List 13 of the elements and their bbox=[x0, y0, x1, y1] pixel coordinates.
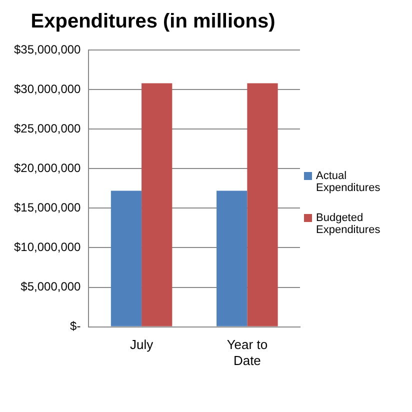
chart-title: Expenditures (in millions) bbox=[30, 10, 276, 33]
y-tick-label: $5,000,000 bbox=[20, 280, 82, 294]
y-tick-label: $15,000,000 bbox=[14, 200, 82, 214]
y-tick-label: $35,000,000 bbox=[14, 42, 82, 56]
y-tick-label: $10,000,000 bbox=[14, 240, 82, 254]
y-tick-label: $- bbox=[70, 319, 81, 334]
y-tick-label: $20,000,000 bbox=[14, 160, 82, 175]
legend-label: Budgeted Expenditures bbox=[316, 212, 382, 236]
y-tick-label: $25,000,000 bbox=[14, 121, 82, 136]
x-tick-label: Year to Date bbox=[226, 337, 268, 368]
y-tick-label: $30,000,000 bbox=[14, 82, 82, 96]
legend-label: Actual Expenditures bbox=[316, 170, 382, 194]
x-tick-label: July bbox=[130, 337, 154, 352]
